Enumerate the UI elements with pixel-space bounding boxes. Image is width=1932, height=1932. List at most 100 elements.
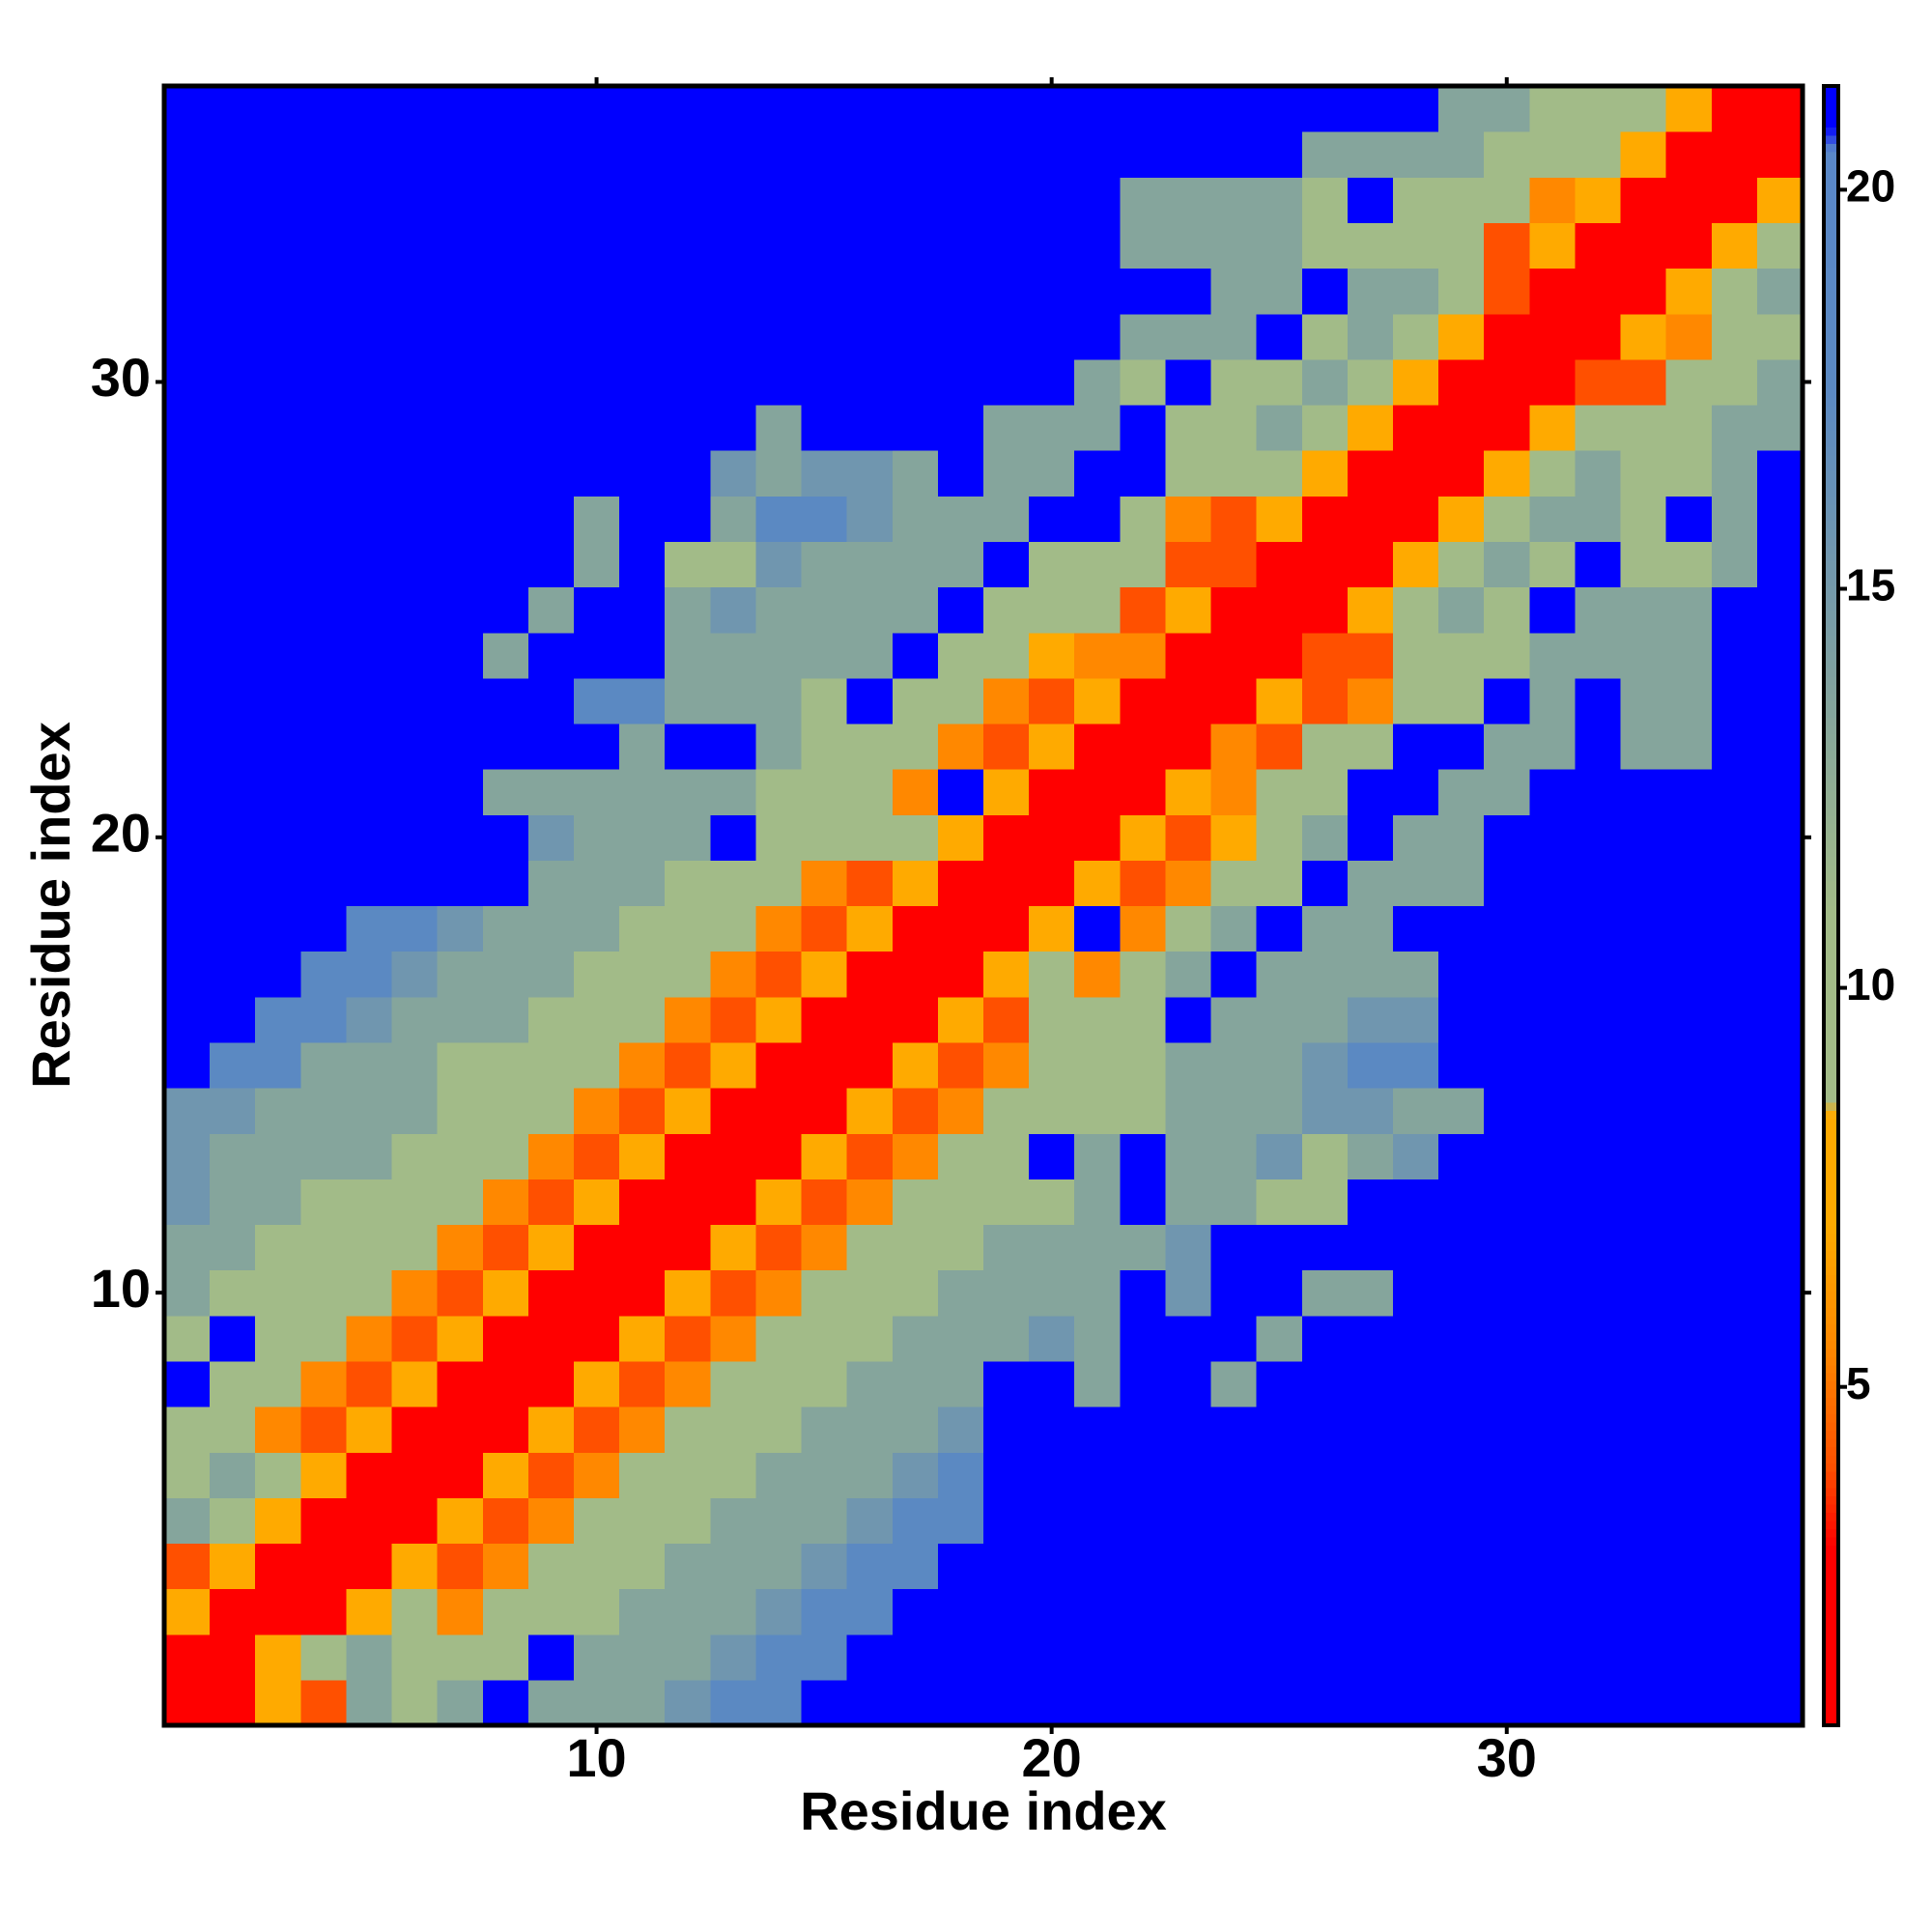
cell (1484, 1588, 1530, 1635)
cell (1210, 1360, 1258, 1407)
cell (1256, 404, 1303, 451)
cell (710, 1315, 757, 1362)
colorbar-step (1824, 1340, 1838, 1350)
cell (255, 131, 301, 178)
cell (1029, 1497, 1075, 1545)
cell (255, 268, 301, 315)
cell (892, 860, 939, 907)
cell (710, 177, 757, 224)
cell (1301, 222, 1349, 270)
colorbar-step (1824, 1676, 1838, 1686)
cell (1120, 1406, 1167, 1453)
cell (1347, 496, 1394, 542)
cell (346, 86, 393, 132)
colorbar-step (1824, 1208, 1838, 1218)
cell (210, 86, 256, 132)
cell (983, 632, 1030, 679)
y-tick-label: 30 (91, 347, 151, 408)
cell (619, 1133, 666, 1179)
cell (1210, 905, 1258, 952)
cell (482, 860, 529, 907)
cell (1120, 1360, 1167, 1407)
cell (846, 1452, 894, 1498)
cell (1575, 1133, 1622, 1179)
cell (391, 1497, 439, 1545)
cell (300, 860, 348, 907)
cell (1438, 1224, 1485, 1271)
cell (1575, 1041, 1622, 1089)
cell (619, 358, 666, 406)
cell (801, 1634, 848, 1681)
colorbar-tick-label: 10 (1846, 959, 1895, 1009)
colorbar-step (1824, 1249, 1838, 1259)
cell (1438, 905, 1485, 952)
cell (1665, 1179, 1713, 1226)
cell (846, 1133, 894, 1179)
cell (1256, 769, 1303, 815)
cell (1029, 951, 1075, 998)
cell (755, 860, 803, 907)
cell (164, 450, 211, 497)
cell (1438, 1634, 1485, 1681)
cell (619, 1315, 666, 1362)
colorbar-step (1824, 1602, 1838, 1611)
cell (1484, 996, 1530, 1043)
cell (1620, 769, 1667, 815)
cell (210, 996, 256, 1043)
cell (1575, 131, 1622, 178)
cell (1393, 1315, 1439, 1362)
cell (755, 769, 803, 815)
cell (1301, 1133, 1349, 1179)
cell (1529, 769, 1577, 815)
cell (665, 268, 711, 315)
cell (1529, 1088, 1577, 1134)
cell (983, 1088, 1030, 1134)
cell (1393, 860, 1439, 907)
cell (210, 632, 256, 679)
cell (1575, 450, 1622, 497)
cell (527, 586, 575, 634)
cell (1575, 769, 1622, 815)
cell (1484, 1497, 1530, 1545)
cell (846, 404, 894, 451)
cell (164, 860, 211, 907)
cell (482, 313, 529, 360)
cell (710, 814, 757, 861)
cell (1210, 86, 1258, 132)
cell (574, 358, 620, 406)
cell (983, 814, 1030, 861)
cell (983, 1406, 1030, 1453)
cell (755, 632, 803, 679)
cell (1120, 450, 1167, 497)
cell (892, 586, 939, 634)
cell (437, 177, 484, 224)
colorbar-step (1824, 1660, 1838, 1669)
x-tick-label: 10 (566, 1727, 626, 1788)
colorbar-step (1824, 1651, 1838, 1661)
cell (255, 1543, 301, 1590)
cell (482, 1452, 529, 1498)
cell (1665, 1497, 1713, 1545)
cell (574, 951, 620, 998)
cell (1074, 1179, 1121, 1226)
cell (527, 1452, 575, 1498)
cell (801, 541, 848, 588)
cell (710, 1041, 757, 1089)
colorbar-step (1824, 889, 1838, 898)
cell (937, 814, 984, 861)
cell (437, 814, 484, 861)
cell (1120, 131, 1167, 178)
cell (482, 1088, 529, 1134)
colorbar-step (1824, 1577, 1838, 1587)
cell (665, 1179, 711, 1226)
cell (300, 1224, 348, 1271)
cell (619, 268, 666, 315)
colorbar-step (1824, 1258, 1838, 1267)
cell (1665, 496, 1713, 542)
cell (1620, 450, 1667, 497)
cell (937, 131, 984, 178)
cell (1029, 1406, 1075, 1453)
cell (391, 1224, 439, 1271)
cell (1210, 996, 1258, 1043)
